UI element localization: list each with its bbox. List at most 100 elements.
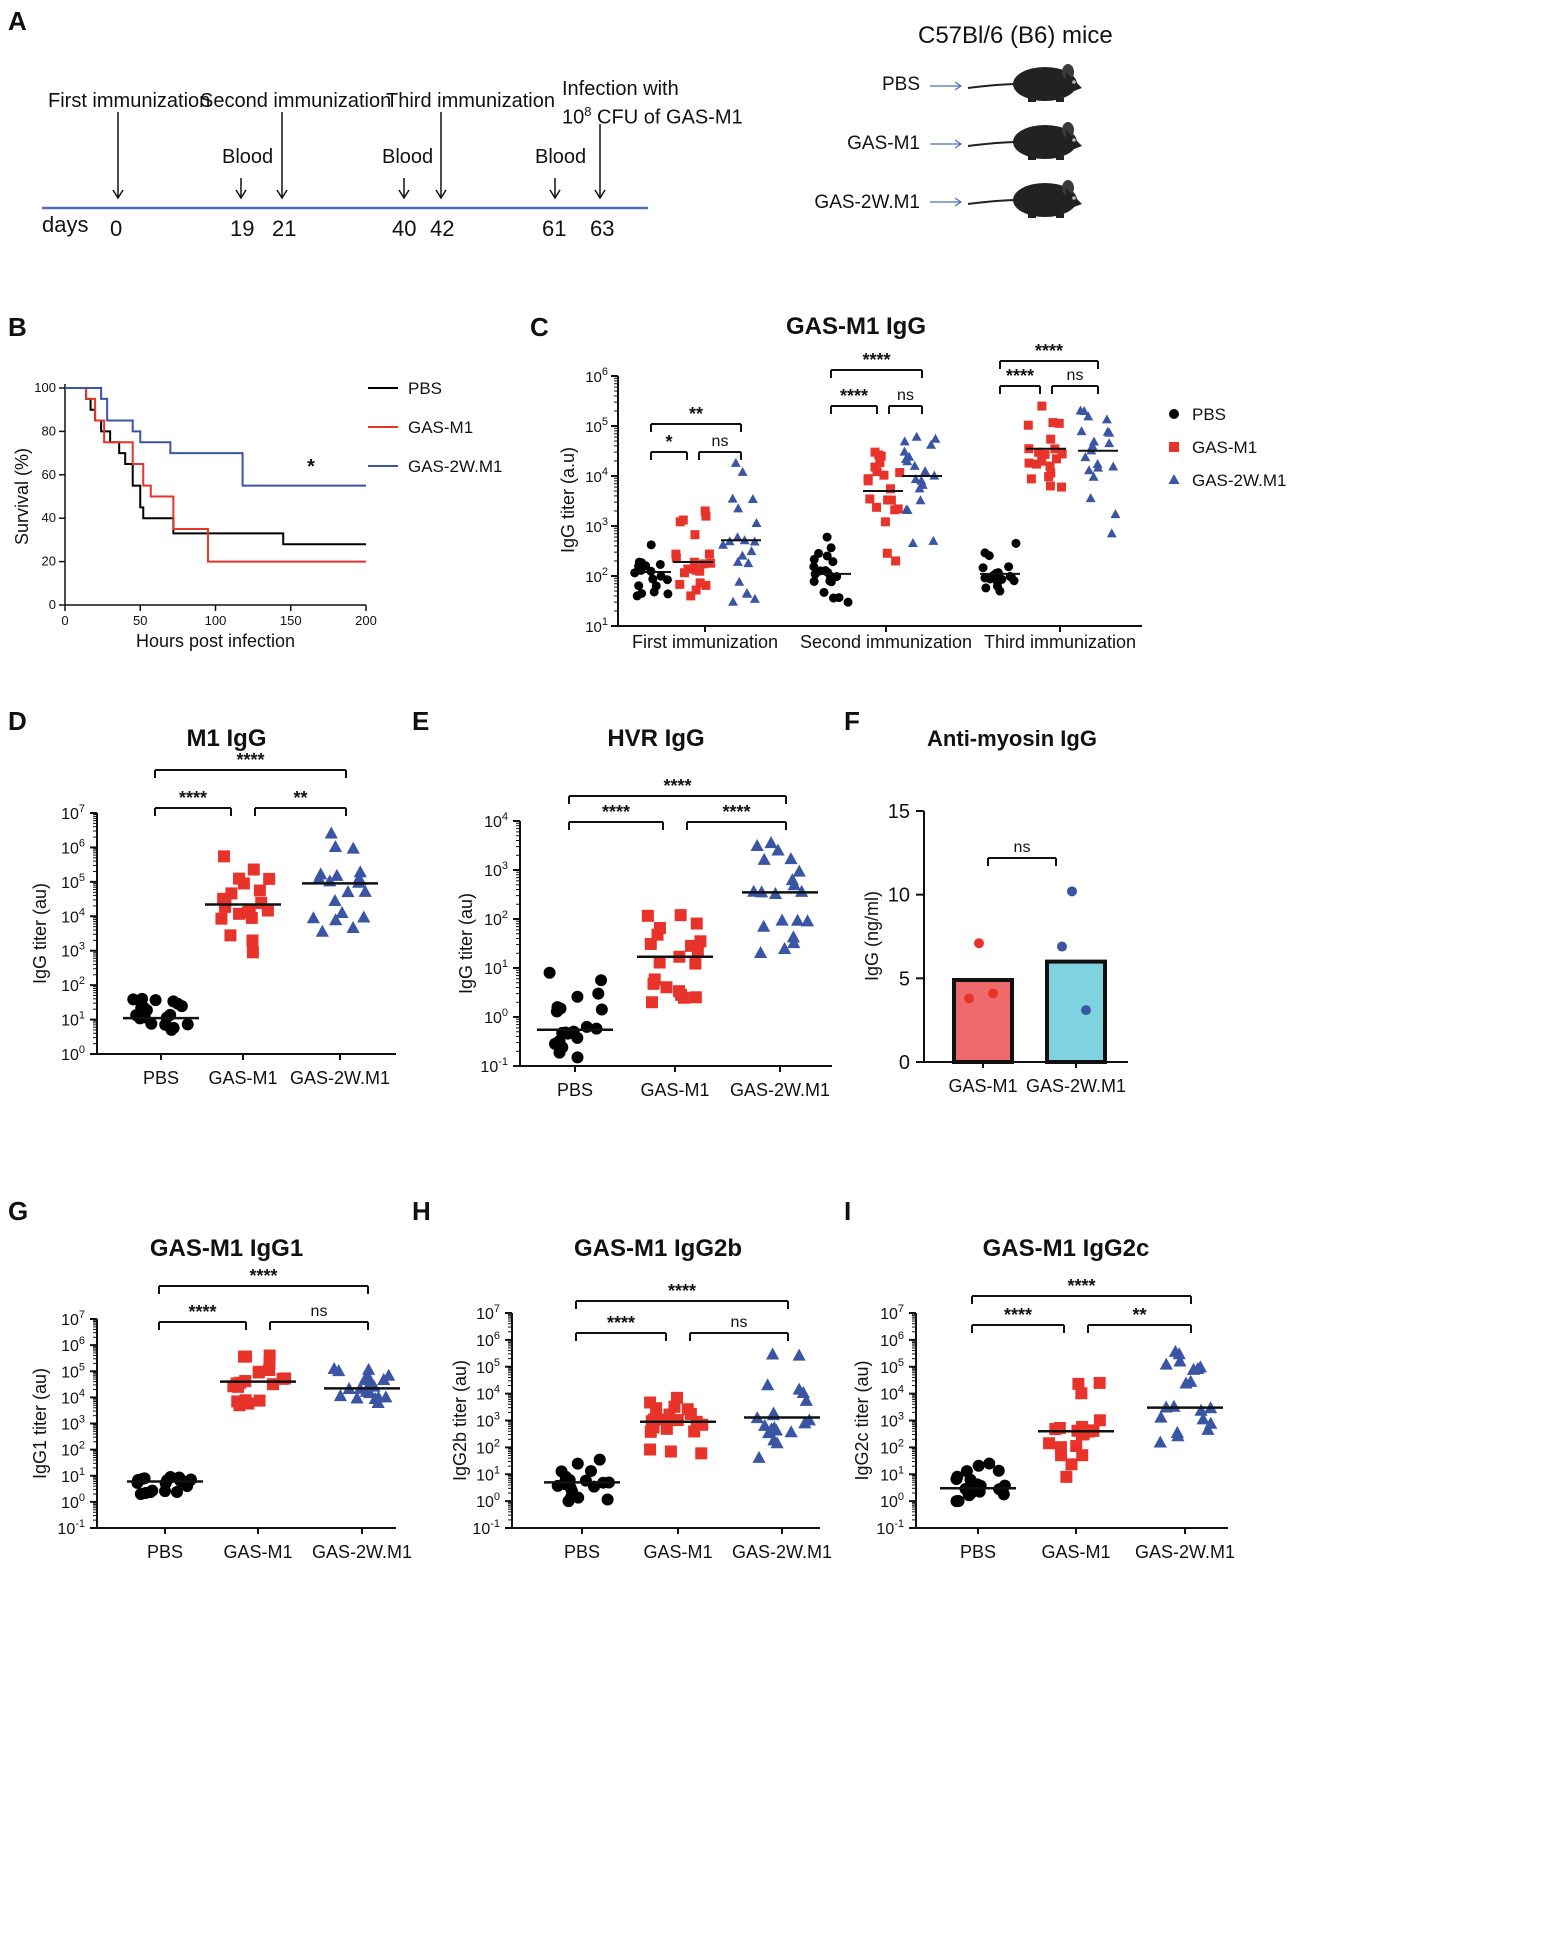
surv-xtick-label-1: 50 (133, 613, 147, 628)
blood-label-2: Blood (382, 146, 434, 168)
H-ytick-label-0: 10-1 (472, 1518, 500, 1538)
H-point-2-19 (792, 1382, 806, 1395)
I-point-1-2 (1072, 1377, 1085, 1390)
I-ylabel: IgG2c titer (au) (852, 1360, 872, 1480)
C-point-0-2-2 (746, 546, 757, 556)
I-ytick-label-7: 106 (880, 1330, 904, 1350)
E-ylabel: IgG titer (au) (456, 893, 476, 994)
C-point-1-0-0 (843, 597, 853, 607)
event-infection-line1: Infection with (562, 78, 679, 100)
C-ytick-exp-0: 1 (602, 616, 608, 628)
D-point-1-1 (217, 850, 230, 863)
C-point-2-1-6 (1037, 456, 1047, 466)
G-ytick-label-2: 101 (61, 1466, 85, 1486)
I-point-2-0 (1153, 1435, 1167, 1448)
H-ytick-exp-3: 2 (494, 1437, 500, 1449)
G-ytick-exp-2: 1 (79, 1466, 85, 1478)
H-ytick-exp-1: 0 (494, 1491, 500, 1503)
I-ytick-exp-6: 5 (898, 1357, 904, 1369)
C-point-1-0-10 (819, 587, 829, 597)
C-point-2-1-18 (1024, 458, 1034, 468)
I-point-1-10 (1065, 1458, 1078, 1471)
D-ytick-exp-1: 1 (79, 1010, 85, 1022)
H-point-2-10 (784, 1425, 798, 1438)
E-point-2-0 (753, 946, 768, 959)
D-point-1-10 (245, 911, 258, 924)
I-point-0-15 (952, 1494, 965, 1507)
E-point-0-14 (553, 1046, 566, 1059)
C-sig-2-2-label: **** (1035, 341, 1063, 361)
H-ytick-exp-8: 7 (494, 1303, 500, 1315)
G-point-2-7 (350, 1391, 364, 1404)
C-legend-marker-1 (1169, 442, 1179, 452)
E-ytick-exp-2: 1 (502, 958, 508, 970)
H-ytick-exp-5: 4 (494, 1384, 500, 1396)
H-point-0-13 (584, 1465, 597, 1478)
C-ytick-label-3: 104 (585, 466, 608, 486)
I-ytick-label-0: 10-1 (876, 1518, 904, 1538)
D-xlabel-0: PBS (143, 1068, 179, 1088)
surv-ytick-label-4: 80 (42, 423, 56, 438)
C-point-2-2-15 (1079, 406, 1090, 416)
E-point-1-16 (677, 991, 690, 1004)
F-point-0-1 (964, 993, 974, 1004)
surv-xtick-label-3: 150 (280, 613, 302, 628)
D-point-2-11 (329, 913, 343, 926)
C-sig-0-0-label: * (665, 432, 672, 452)
I-ytick-exp-2: 1 (898, 1464, 904, 1476)
D-ytick-label-1: 101 (61, 1010, 85, 1030)
I-point-1-15 (1070, 1440, 1083, 1453)
D-point-2-13 (328, 894, 342, 907)
D-ytick-exp-5: 5 (79, 872, 85, 884)
D-sig-2-label: **** (236, 750, 264, 770)
C-legend-label-0: PBS (1192, 405, 1226, 424)
H-point-2-16 (767, 1421, 781, 1434)
E-point-0-9 (595, 1003, 608, 1016)
H-ytick-exp-4: 3 (494, 1411, 500, 1423)
timeline-arrow-1-head (235, 189, 247, 200)
C-point-0-1-1 (700, 506, 710, 516)
I-ytick-exp-3: 2 (898, 1437, 904, 1449)
I-ytick-exp-0: -1 (894, 1518, 904, 1530)
C-sig-2-0-label: **** (1006, 366, 1034, 386)
G-ytick-label-4: 103 (61, 1414, 85, 1434)
C-point-2-2-10 (1087, 440, 1098, 450)
C-point-1-2-13 (926, 439, 936, 449)
C-point-1-1-18 (876, 451, 886, 461)
C-point-1-2-15 (901, 504, 912, 514)
C-point-2-2-19 (1092, 459, 1103, 469)
I-point-2-10 (1201, 1422, 1215, 1435)
H-point-2-18 (767, 1433, 781, 1446)
E-ytick-exp-4: 3 (502, 860, 508, 872)
C-point-1-2-11 (930, 433, 941, 443)
E-title: HVR IgG (607, 725, 704, 752)
E-sig-0-label: **** (602, 802, 630, 822)
H-xlabel-1: GAS-M1 (643, 1542, 712, 1562)
I-point-2-15 (1171, 1429, 1185, 1442)
C-point-2-1-7 (1032, 459, 1042, 469)
I-point-0-1 (983, 1457, 996, 1470)
E-point-1-4 (694, 935, 707, 948)
E-ytick-label-1: 100 (484, 1007, 508, 1027)
G-point-2-9 (363, 1386, 377, 1399)
I-sig-2-label: **** (1067, 1276, 1095, 1296)
H-point-1-17 (663, 1408, 676, 1421)
D-ytick-exp-6: 6 (79, 837, 85, 849)
panel-letter-b: B (8, 312, 27, 342)
H-sig-1-label: ns (731, 1314, 748, 1331)
G-point-2-10 (332, 1364, 346, 1377)
I-ytick-label-5: 104 (880, 1384, 904, 1404)
G-sig-1-label: ns (311, 1303, 328, 1320)
I-point-1-17 (1055, 1449, 1068, 1462)
D-ytick-label-4: 104 (61, 906, 85, 926)
day-40: 40 (392, 216, 417, 241)
H-ytick-exp-7: 6 (494, 1330, 500, 1342)
H-point-1-19 (688, 1425, 701, 1438)
H-point-0-1 (593, 1453, 606, 1466)
H-ytick-exp-0: -1 (490, 1518, 500, 1530)
I-ytick-label-4: 103 (880, 1411, 904, 1431)
H-point-0-8 (572, 1491, 585, 1504)
I-ytick-exp-4: 3 (898, 1411, 904, 1423)
surv-sig-star: * (307, 456, 315, 478)
I-ytick-label-6: 105 (880, 1357, 904, 1377)
